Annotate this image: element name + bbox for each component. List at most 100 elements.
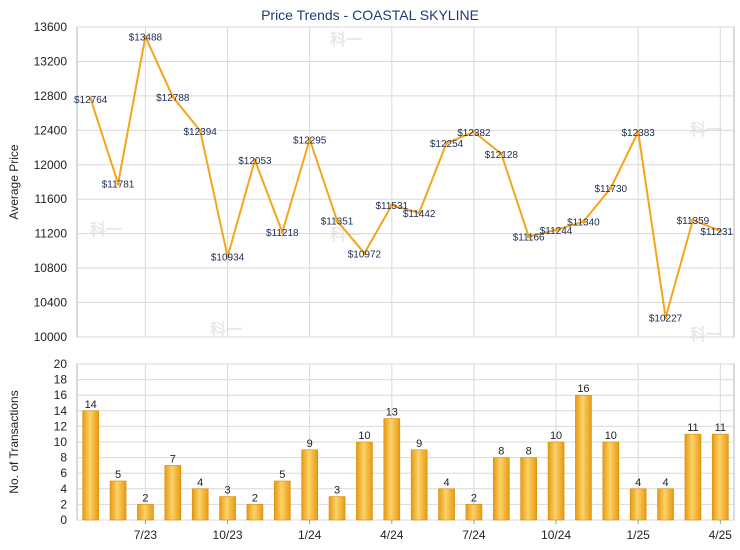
price-point bbox=[718, 229, 723, 233]
price-point bbox=[362, 251, 367, 256]
y-tick-label: 10000 bbox=[34, 330, 68, 344]
price-data-label: $11244 bbox=[540, 226, 573, 237]
transaction-bar bbox=[191, 488, 209, 521]
price-data-label: $11231 bbox=[700, 227, 733, 238]
x-tick-label: 10/24 bbox=[541, 528, 571, 542]
price-data-label: $11351 bbox=[321, 217, 354, 228]
transaction-bar bbox=[137, 504, 154, 521]
transaction-bar bbox=[301, 449, 318, 521]
bar-y-tick-label: 6 bbox=[60, 466, 67, 480]
x-tick-label: 4/24 bbox=[380, 528, 404, 542]
price-data-label: $11442 bbox=[403, 209, 436, 220]
price-point bbox=[307, 137, 312, 142]
price-line bbox=[89, 35, 721, 319]
bar-value-label: 10 bbox=[605, 430, 617, 442]
bar-y-axis-title: No. of Transactions bbox=[7, 390, 21, 493]
bar-value-label: 14 bbox=[85, 399, 97, 411]
price-point bbox=[143, 34, 148, 39]
price-data-label: $10972 bbox=[348, 249, 382, 260]
price-point bbox=[116, 181, 120, 186]
price-data-label: $11166 bbox=[513, 233, 545, 244]
bar-y-tick-label: 8 bbox=[60, 451, 67, 465]
transaction-bar bbox=[712, 433, 729, 521]
bar-y-tick-label: 4 bbox=[60, 482, 67, 496]
transaction-bar bbox=[356, 441, 373, 521]
y-tick-label: 13200 bbox=[34, 54, 68, 68]
price-point bbox=[335, 218, 339, 223]
price-data-label: $11359 bbox=[677, 216, 710, 227]
y-tick-label: 12800 bbox=[34, 89, 68, 103]
price-point bbox=[554, 228, 558, 232]
price-data-label: $11531 bbox=[375, 201, 408, 212]
y-tick-label: 11600 bbox=[35, 192, 68, 206]
bar-value-label: 11 bbox=[687, 422, 698, 434]
price-point bbox=[499, 151, 504, 156]
transaction-bar bbox=[602, 441, 620, 521]
transaction-bar bbox=[657, 488, 674, 521]
price-data-label: $12394 bbox=[184, 127, 218, 138]
watermark: 科一 bbox=[690, 325, 722, 344]
bar-value-label: 9 bbox=[416, 438, 422, 450]
y-tick-label: 12400 bbox=[34, 123, 68, 137]
watermark: 科一 bbox=[330, 30, 362, 49]
price-data-label: $11730 bbox=[594, 184, 627, 195]
bar-value-label: 5 bbox=[279, 469, 285, 481]
price-point bbox=[691, 218, 695, 222]
transaction-bar bbox=[547, 441, 565, 521]
y-tick-label: 13600 bbox=[34, 20, 68, 34]
price-data-label: $12053 bbox=[238, 156, 272, 167]
bar-y-tick-label: 10 bbox=[54, 435, 68, 449]
transaction-bar bbox=[109, 480, 127, 521]
x-tick-label: 4/25 bbox=[709, 528, 733, 542]
transaction-bar bbox=[410, 449, 428, 521]
price-point bbox=[663, 315, 668, 320]
price-point bbox=[609, 186, 613, 190]
bar-value-label: 13 bbox=[386, 407, 398, 419]
chart-title: Price Trends - COASTAL SKYLINE bbox=[261, 7, 479, 23]
price-data-label: $11781 bbox=[102, 180, 135, 191]
y-axis-title: Average Price bbox=[7, 144, 21, 219]
price-data-label: $12254 bbox=[430, 139, 464, 150]
bar-value-label: 3 bbox=[225, 485, 231, 497]
transaction-bar bbox=[520, 457, 537, 521]
price-point bbox=[417, 211, 421, 215]
price-point bbox=[171, 95, 175, 99]
price-data-label: $12383 bbox=[622, 128, 656, 139]
transaction-bar bbox=[465, 504, 483, 521]
bar-value-label: 2 bbox=[252, 492, 258, 504]
x-tick-label: 1/24 bbox=[298, 528, 322, 542]
price-data-label: $13488 bbox=[129, 33, 163, 44]
bar-value-label: 9 bbox=[307, 438, 313, 450]
price-data-label: $12382 bbox=[457, 128, 491, 139]
bar-value-label: 8 bbox=[498, 446, 504, 458]
bar-value-label: 16 bbox=[577, 383, 589, 395]
y-tick-label: 12000 bbox=[34, 158, 68, 172]
bar-value-label: 10 bbox=[550, 430, 562, 442]
price-point bbox=[88, 97, 93, 101]
transaction-bar bbox=[629, 488, 647, 521]
bar-y-tick-label: 2 bbox=[60, 497, 67, 511]
bar-y-tick-label: 18 bbox=[54, 373, 68, 387]
price-point bbox=[280, 230, 285, 234]
price-data-label: $12295 bbox=[293, 135, 327, 146]
y-tick-label: 10800 bbox=[34, 261, 68, 275]
bar-value-label: 5 bbox=[115, 469, 121, 481]
transaction-bar bbox=[575, 394, 592, 521]
y-tick-label: 11200 bbox=[35, 227, 68, 241]
bar-value-label: 3 bbox=[334, 485, 340, 497]
transaction-bar bbox=[82, 410, 99, 521]
watermark: 科一 bbox=[330, 225, 362, 244]
transaction-bar bbox=[164, 465, 182, 521]
transaction-bar bbox=[438, 488, 455, 521]
transaction-bar bbox=[684, 433, 702, 521]
price-point bbox=[198, 129, 202, 133]
price-data-label: $10934 bbox=[211, 253, 245, 264]
price-point bbox=[225, 254, 230, 259]
transaction-bar bbox=[246, 504, 264, 521]
top-plot-area bbox=[76, 26, 735, 338]
bar-value-label: 4 bbox=[444, 477, 450, 489]
watermark: 科一 bbox=[690, 120, 722, 139]
price-point bbox=[636, 129, 640, 134]
watermark: 科一 bbox=[210, 320, 242, 339]
bar-y-tick-label: 14 bbox=[54, 404, 68, 418]
